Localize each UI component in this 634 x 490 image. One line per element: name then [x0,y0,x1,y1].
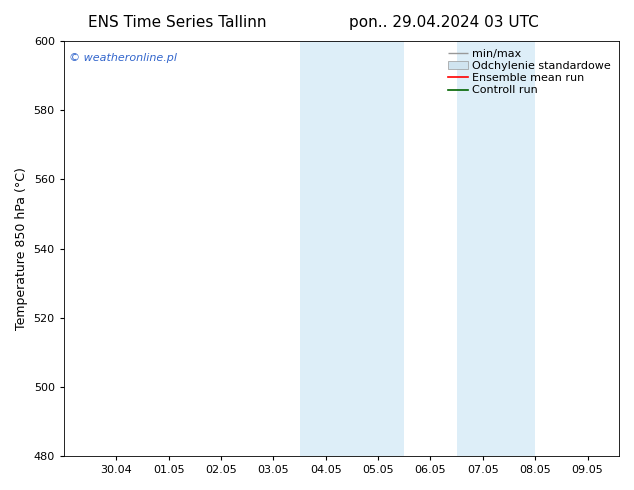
Text: pon.. 29.04.2024 03 UTC: pon.. 29.04.2024 03 UTC [349,15,539,30]
Text: ENS Time Series Tallinn: ENS Time Series Tallinn [88,15,267,30]
Bar [299,41,404,456]
Y-axis label: Temperature 850 hPa (°C): Temperature 850 hPa (°C) [15,167,28,330]
Bar [456,41,535,456]
Text: © weatheronline.pl: © weatheronline.pl [69,53,178,64]
Legend: min/max, Odchylenie standardowe, Ensemble mean run, Controll run: min/max, Odchylenie standardowe, Ensembl… [446,47,614,98]
